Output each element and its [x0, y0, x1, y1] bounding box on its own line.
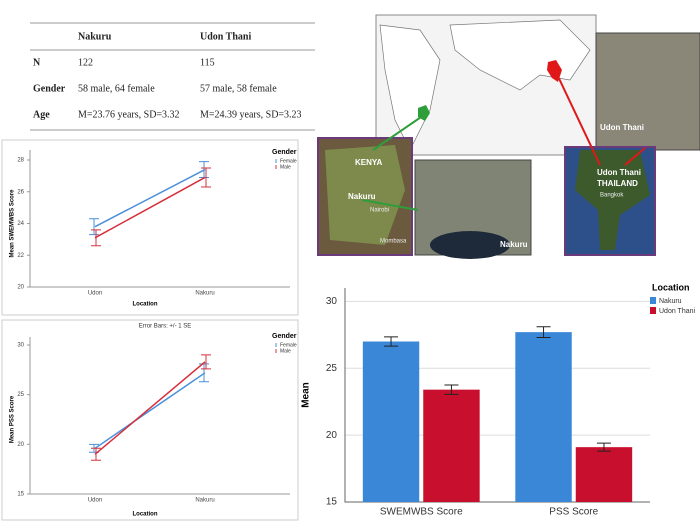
lake [430, 231, 510, 259]
y-tick-label: 30 [17, 343, 24, 349]
map-label: Nakuru [348, 192, 376, 201]
arrow [372, 114, 425, 151]
map-label: THAILAND [597, 179, 638, 188]
bar [515, 332, 572, 502]
legend-label: Udon Thani [659, 308, 696, 315]
udon-satellite [595, 32, 700, 151]
error-bar [384, 336, 399, 347]
error-bar [596, 442, 611, 452]
x-tick-label: Nakuru [195, 291, 214, 297]
annotation: Error Bars: +/- 1 SE [139, 324, 192, 330]
y-tick-label: 15 [17, 492, 24, 498]
map-label: Udon Thani [600, 123, 644, 132]
bar [575, 447, 633, 502]
y-axis-label: Mean SWEMWBS Score [10, 189, 16, 258]
x-tick-label: PSS Score [549, 507, 598, 518]
x-axis-label: Location [133, 512, 158, 518]
table-cell: M=24.39 years, SD=3.23 [200, 109, 302, 120]
x-tick-label: SWEMWBS Score [380, 507, 463, 518]
error-bar [199, 363, 209, 383]
map-label: KENYA [355, 158, 382, 167]
line [94, 361, 206, 455]
error-bar [444, 384, 459, 395]
legend-label: Male [280, 164, 291, 170]
panel-frame [1, 319, 299, 521]
y-tick-label: 28 [17, 158, 24, 164]
error-bar [89, 218, 99, 236]
legend-label: Female [280, 158, 297, 164]
y-tick-label: 30 [326, 296, 338, 307]
map-label: Bangkok [600, 193, 624, 199]
legend-swatch [650, 307, 656, 314]
y-axis-label: Mean PSS Score [10, 395, 16, 443]
table-cell: 115 [200, 57, 215, 68]
legend-label: Male [280, 348, 291, 354]
y-tick-label: 26 [17, 189, 24, 195]
kenya-land [325, 145, 405, 245]
x-tick-label: Nakuru [195, 498, 214, 504]
legend-title: Gender [272, 149, 297, 156]
y-tick-label: 25 [326, 363, 338, 374]
error-bar [201, 354, 211, 370]
map-label: Udon Thani [597, 168, 641, 177]
maps: KENYA Nakuru Nairobi Mombasa Nakuru Udon… [317, 14, 700, 259]
table-row-label: N [33, 57, 41, 68]
line [94, 372, 206, 449]
y-tick-label: 20 [17, 442, 24, 448]
table-cell: 122 [78, 57, 93, 68]
table-row-label: Gender [33, 83, 66, 94]
table-cell: 57 male, 58 female [200, 83, 277, 94]
error-bar [199, 161, 209, 178]
table-cell: 58 male, 64 female [78, 83, 155, 94]
error-bar [91, 447, 101, 461]
y-tick-label: 22 [17, 253, 24, 259]
y-tick-label: 25 [17, 392, 24, 398]
table-row-label: Age [33, 109, 50, 120]
legend-label: Nakuru [659, 298, 682, 305]
error-bar [91, 229, 101, 247]
legend-label: Female [280, 342, 297, 348]
table-header: Udon Thani [200, 31, 251, 42]
y-tick-label: 20 [17, 285, 24, 291]
map-label: Mombasa [380, 239, 407, 245]
demographics-table: Nakuru Udon Thani N 122 115 Gender 58 ma… [30, 22, 315, 131]
panel-frame [1, 139, 299, 316]
table-cell: M=23.76 years, SD=3.32 [78, 109, 180, 120]
legend-swatch [650, 297, 656, 304]
legend-title: Location [652, 282, 690, 292]
map-label: Nairobi [370, 208, 389, 214]
thailand-land [575, 150, 650, 250]
axis [29, 337, 290, 495]
x-axis-label: Location [133, 302, 158, 308]
error-bar [536, 326, 551, 338]
legend-title: Gender [272, 333, 297, 340]
arrow [624, 147, 646, 166]
arrow [361, 199, 419, 211]
line [94, 176, 206, 239]
x-tick-label: Udon [88, 498, 102, 504]
map-label: Nakuru [500, 240, 528, 249]
y-tick-label: 24 [17, 221, 24, 227]
line [94, 168, 206, 228]
bar [423, 389, 480, 502]
table-header: Nakuru [78, 31, 112, 42]
arrow [554, 69, 601, 166]
y-tick-label: 20 [326, 430, 338, 441]
y-tick-label: 15 [326, 497, 338, 508]
error-bar [201, 167, 211, 188]
x-tick-label: Udon [88, 291, 102, 297]
bar [362, 341, 420, 502]
axis [29, 150, 290, 288]
y-axis-label: Mean [301, 382, 312, 408]
